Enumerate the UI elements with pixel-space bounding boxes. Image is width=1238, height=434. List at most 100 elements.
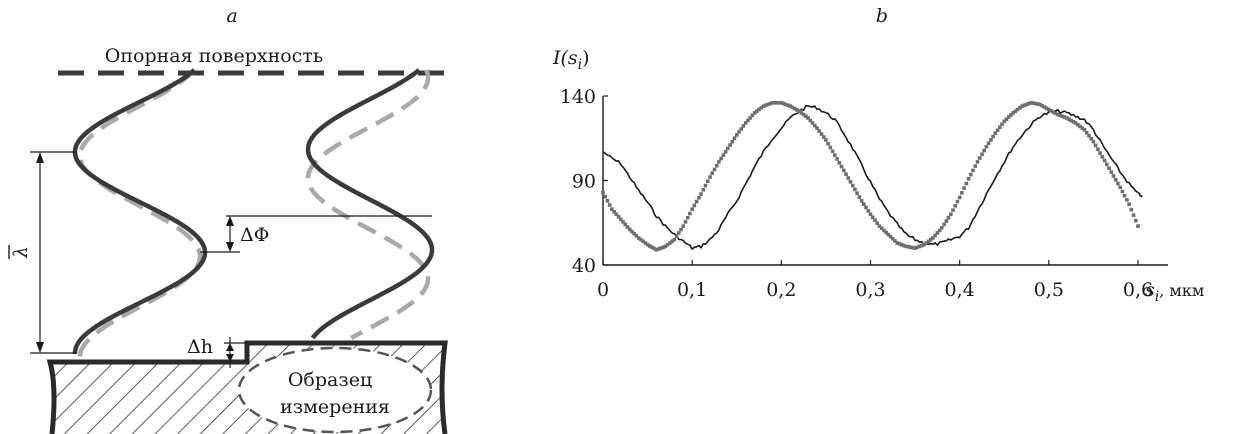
series-dotted-point bbox=[848, 180, 853, 184]
series-dotted-point bbox=[955, 199, 960, 204]
delta-phi-dimension bbox=[200, 215, 432, 253]
series-dotted-point bbox=[895, 241, 900, 245]
series-dotted-point bbox=[944, 219, 949, 223]
series-dotted-point bbox=[710, 171, 714, 176]
series-dotted-point bbox=[763, 103, 768, 108]
series-dotted-point bbox=[683, 220, 688, 224]
series-dotted-point bbox=[645, 242, 650, 247]
series-dotted-point bbox=[1098, 151, 1102, 155]
x-axis-label: si, мкм bbox=[1145, 279, 1204, 305]
series-dotted-point bbox=[946, 215, 951, 220]
series-dotted-point bbox=[712, 167, 717, 172]
series-dotted-point bbox=[866, 209, 871, 213]
series-dotted-point bbox=[630, 229, 634, 234]
series-dotted-point bbox=[692, 203, 697, 208]
series-dotted-point bbox=[670, 239, 674, 244]
series-dotted-point bbox=[1004, 117, 1009, 121]
series-dotted-point bbox=[623, 222, 628, 227]
series-dotted-point bbox=[884, 230, 888, 235]
series-dotted-point bbox=[1056, 112, 1060, 117]
series-dotted-point bbox=[1131, 213, 1136, 217]
series-dotted-point bbox=[708, 175, 712, 179]
series-dotted-point bbox=[969, 172, 973, 177]
series-dotted-point bbox=[964, 181, 969, 186]
series-dotted-point bbox=[797, 109, 801, 113]
series-dotted-point bbox=[975, 160, 980, 164]
x-tick-label: 0,2 bbox=[766, 279, 796, 301]
series-dotted-point bbox=[931, 236, 935, 240]
series-dotted-point bbox=[1011, 111, 1015, 115]
series-dotted-point bbox=[864, 205, 868, 210]
series-dotted-point bbox=[634, 234, 639, 238]
series-dotted-point bbox=[1002, 119, 1007, 124]
measurement-region bbox=[237, 346, 433, 434]
series-dotted-point bbox=[777, 101, 781, 105]
series-dotted-point bbox=[817, 129, 821, 133]
series-dotted-point bbox=[937, 228, 942, 233]
series-dotted-point bbox=[995, 128, 1000, 132]
series-dotted-point bbox=[1111, 174, 1116, 178]
panel-a-letter: a bbox=[226, 5, 237, 27]
series-dotted-point bbox=[1058, 113, 1062, 118]
series-dotted-point bbox=[1022, 103, 1027, 108]
reference-surface-label: Опорная поверхность bbox=[105, 45, 323, 67]
series-dotted-point bbox=[1053, 111, 1058, 116]
series-dotted-point bbox=[982, 148, 986, 153]
series-dotted-point bbox=[656, 247, 661, 251]
series-dotted-point bbox=[730, 139, 735, 144]
series-dotted-point bbox=[672, 237, 677, 242]
series-dotted-point bbox=[688, 211, 692, 216]
series-dotted-point bbox=[806, 116, 810, 120]
series-dotted-point bbox=[846, 176, 850, 180]
series-dotted-point bbox=[786, 103, 790, 108]
series-dotted-point bbox=[953, 204, 957, 208]
series-dotted-point bbox=[639, 237, 643, 242]
series-dotted-point bbox=[873, 218, 877, 222]
left-wave bbox=[72, 68, 208, 354]
series-dotted-point bbox=[721, 153, 726, 157]
series-dotted-point bbox=[830, 149, 835, 154]
series-dotted-point bbox=[770, 101, 775, 105]
series-dotted-point bbox=[877, 224, 882, 228]
delta-h-dimension bbox=[224, 337, 247, 368]
series-dotted-point bbox=[828, 145, 833, 150]
left-wave-shifted bbox=[77, 68, 203, 358]
series-dotted-point bbox=[899, 242, 904, 247]
series-dotted-point bbox=[601, 190, 605, 195]
series-dotted-point bbox=[1062, 115, 1067, 119]
series-dotted-point bbox=[1113, 177, 1118, 182]
series-dotted-point bbox=[1084, 131, 1089, 135]
series-dotted-point bbox=[833, 153, 837, 157]
series-dotted-point bbox=[971, 168, 975, 173]
series-dotted-point bbox=[694, 199, 699, 204]
lambda-dimension bbox=[30, 151, 76, 354]
series-dotted-point bbox=[784, 102, 788, 107]
series-dotted-point bbox=[1051, 110, 1056, 114]
series-dotted-point bbox=[750, 113, 755, 118]
series-dotted-point bbox=[650, 245, 654, 250]
series-dotted-point bbox=[1047, 107, 1051, 112]
series-dotted-point bbox=[699, 192, 703, 196]
panel-b-letter: b bbox=[876, 5, 888, 27]
series-dotted-point bbox=[706, 179, 710, 184]
series-dotted-point bbox=[1027, 101, 1031, 106]
series-dotted-point bbox=[795, 108, 799, 112]
series-dotted-point bbox=[614, 212, 619, 217]
series-dotted-point bbox=[743, 121, 748, 125]
series-dotted-point bbox=[928, 237, 933, 242]
series-dotted-point bbox=[989, 138, 993, 142]
y-tick-label: 140 bbox=[560, 86, 596, 108]
series-dotted-point bbox=[810, 121, 815, 125]
series-dotted-point bbox=[679, 227, 683, 232]
right-wave bbox=[305, 68, 435, 340]
series-dotted-point bbox=[652, 246, 657, 251]
x-tick-label: 0 bbox=[597, 279, 609, 301]
series-dotted-point bbox=[1129, 207, 1134, 212]
series-dotted-point bbox=[668, 241, 672, 245]
series-dotted-point bbox=[888, 234, 893, 239]
series-dotted-point bbox=[723, 150, 728, 154]
x-ticks: 0 0,1 0,2 0,3 0,4 0,5 0,6 bbox=[597, 260, 1153, 301]
series-dotted-point bbox=[951, 208, 955, 212]
series-dotted-point bbox=[804, 114, 808, 119]
